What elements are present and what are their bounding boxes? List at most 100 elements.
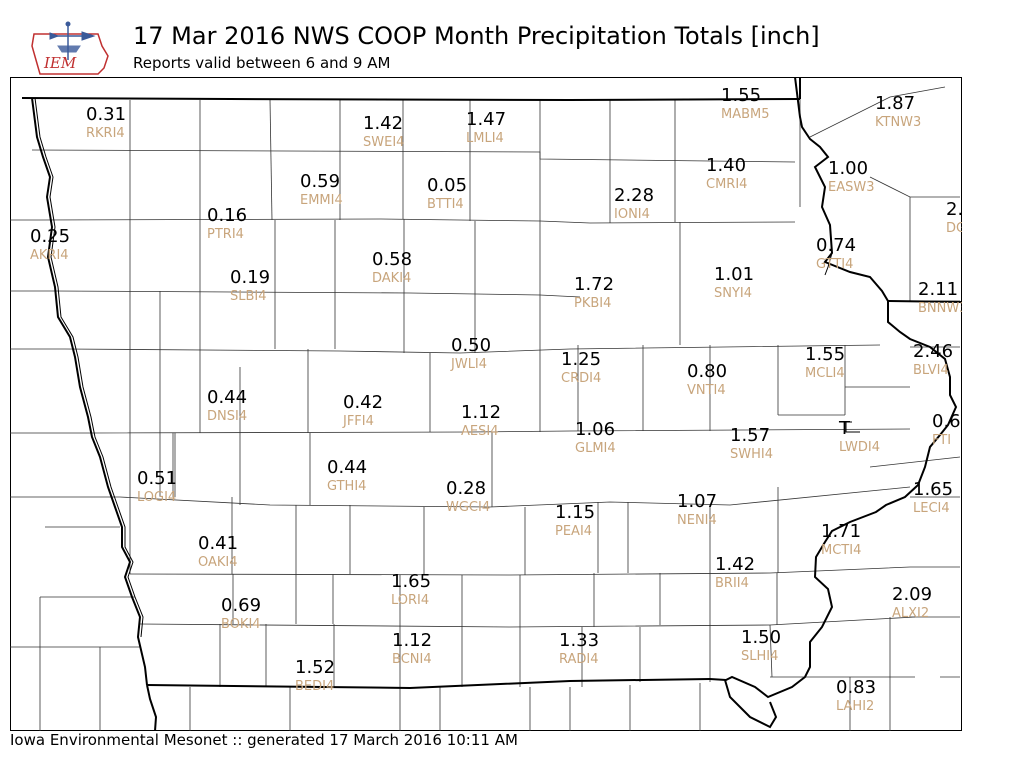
station-id: DAKI4 — [372, 271, 411, 286]
station-id: NENI4 — [677, 513, 717, 528]
station-value: 1.25 — [561, 349, 601, 370]
station-value: 1.47 — [466, 109, 506, 130]
station-value: 0.50 — [451, 335, 491, 356]
station-id: LECI4 — [913, 501, 950, 516]
logo-text: IEM — [43, 54, 77, 72]
iowa-outline-icon — [31, 33, 109, 75]
station-value: 1.06 — [575, 419, 615, 440]
station-value: 1.42 — [363, 113, 403, 134]
station-id: PEAI4 — [555, 524, 592, 539]
station-value: 2.28 — [614, 185, 654, 206]
station-id: LMLI4 — [466, 131, 504, 146]
station-id: CRDI4 — [561, 371, 601, 386]
iem-logo: IEM — [31, 21, 109, 75]
station-id: PKBI4 — [574, 296, 611, 311]
station-id: SWHI4 — [730, 447, 773, 462]
station-value: 0.16 — [207, 205, 247, 226]
station-id: SWEI4 — [363, 135, 404, 150]
station-value: 0.51 — [137, 468, 177, 489]
station-value: 2.11 — [918, 279, 958, 300]
station-id: OAKI4 — [198, 555, 238, 570]
station-value: 1.50 — [741, 627, 781, 648]
river-double-lines — [34, 97, 860, 638]
station-id: GTHI4 — [327, 479, 366, 494]
station-value: 1.87 — [875, 93, 915, 114]
station-id: DNSI4 — [207, 409, 247, 424]
station-id: BEDI4 — [295, 679, 334, 694]
station-value: 2.46 — [913, 341, 953, 362]
station-value: 1.52 — [295, 657, 335, 678]
map-title: 17 Mar 2016 NWS COOP Month Precipitation… — [133, 22, 820, 50]
map-frame — [10, 77, 962, 731]
station-value: 1.33 — [559, 630, 599, 651]
station-value: 0.25 — [30, 226, 70, 247]
station-id: LOGI4 — [137, 490, 176, 505]
station-id: JFFI4 — [342, 414, 374, 429]
station-id: EMMI4 — [300, 193, 343, 208]
weather-vane-icon — [49, 21, 96, 60]
station-id: MCTI4 — [821, 543, 861, 558]
station-value: 1.40 — [706, 155, 746, 176]
station-value: 1.07 — [677, 491, 717, 512]
station-id: ALXI2 — [892, 606, 929, 621]
station-value: 1.55 — [805, 344, 845, 365]
station-id: GLMI4 — [575, 441, 616, 456]
station-id: VNTI4 — [687, 383, 726, 398]
station-value: 0.19 — [230, 267, 270, 288]
station-value: 0.69 — [221, 595, 261, 616]
map-subtitle: Reports valid between 6 and 9 AM — [133, 54, 391, 72]
station-value: 1.57 — [730, 425, 770, 446]
station-value: 2.65 — [946, 199, 962, 220]
station-id: BRII4 — [715, 576, 749, 591]
station-value: 0.42 — [343, 392, 383, 413]
station-value: 1.55 — [721, 85, 761, 106]
station-id: IONI4 — [614, 207, 650, 222]
station-id: BNNW3 — [918, 301, 962, 316]
station-id: BTTI4 — [427, 197, 464, 212]
station-value: 0.66 — [932, 411, 962, 432]
station-value: 0.05 — [427, 175, 467, 196]
station-id: LAHI2 — [836, 699, 874, 714]
station-value: 0.44 — [207, 387, 247, 408]
station-value: 1.12 — [392, 630, 432, 651]
station-id: FTI — [932, 433, 951, 448]
station-id: EASW3 — [828, 180, 874, 195]
station-id: RADI4 — [559, 652, 599, 667]
station-value: 0.74 — [816, 235, 856, 256]
station-value: 2.09 — [892, 584, 932, 605]
station-id: SLBI4 — [230, 289, 267, 304]
